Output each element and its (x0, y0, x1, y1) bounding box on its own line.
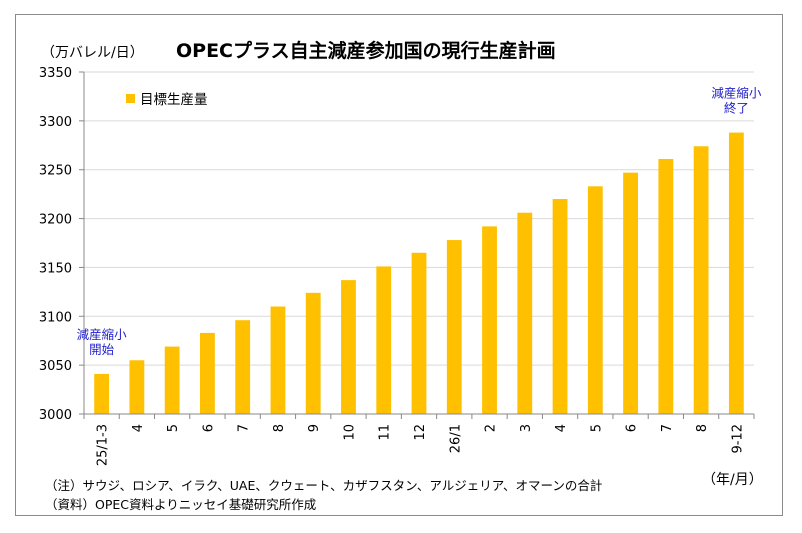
chart-frame (15, 14, 783, 516)
bar (517, 212, 533, 414)
y-tick-label: 3050 (39, 359, 72, 374)
bar (94, 373, 110, 414)
y-axis-unit-label: （万バレル/日） (41, 45, 144, 61)
y-tick-label: 3200 (39, 213, 72, 228)
bar (552, 199, 568, 414)
x-tick-label: 9-12 (730, 424, 745, 454)
annotation-label: 終了 (724, 101, 749, 116)
y-tick-label: 3000 (39, 408, 72, 423)
x-tick-label: 9 (307, 424, 322, 432)
y-axis-ticks: 3000 3050 3100 3150 3200 3250 3300 3350 (39, 66, 84, 423)
annotation-label: 減産縮小 (711, 86, 762, 101)
bar (728, 132, 744, 414)
x-tick-label: 8 (272, 424, 287, 432)
bar (200, 332, 215, 414)
bar (129, 360, 145, 414)
bar (693, 146, 709, 414)
annotation-label: 減産縮小 (77, 327, 128, 342)
bar (235, 320, 251, 414)
bar (341, 280, 356, 414)
annotation-label: 開始 (89, 342, 115, 357)
bar (376, 266, 392, 414)
x-tick-label: 8 (695, 424, 710, 432)
y-tick-label: 3150 (39, 261, 72, 276)
x-axis-unit-label: （年/月） (702, 472, 763, 488)
x-tick-label: 3 (519, 424, 534, 432)
x-axis-ticks: 25/1-3 4 5 6 7 8 9 10 11 12 26/1 2 3 4 5 6 7 8 9-12 (83, 414, 755, 466)
y-tick-label: 3300 (39, 115, 72, 130)
x-tick-label: 5 (166, 424, 181, 432)
bar (446, 240, 462, 414)
y-tick-label: 3250 (39, 164, 72, 179)
bar (411, 252, 427, 414)
x-tick-label: 4 (131, 424, 146, 432)
axes (83, 72, 754, 415)
bar (623, 172, 638, 414)
x-tick-label: 7 (660, 424, 675, 432)
bar (305, 292, 321, 414)
x-tick-label: 2 (484, 424, 499, 432)
bar (587, 186, 603, 414)
bar (270, 306, 286, 414)
x-tick-label: 10 (342, 424, 357, 441)
legend-label: 目標生産量 (140, 92, 208, 108)
x-tick-label: 25/1-3 (96, 424, 111, 466)
bar (658, 158, 674, 414)
bar-series (94, 132, 744, 414)
x-tick-label: 7 (237, 424, 252, 432)
bar (164, 346, 180, 414)
x-tick-label: 4 (554, 424, 569, 432)
y-tick-label: 3100 (39, 310, 72, 325)
bar (482, 226, 497, 414)
x-tick-label: 11 (378, 424, 393, 441)
legend-swatch (126, 94, 135, 103)
source-note: （資料）OPEC資料よりニッセイ基礎研究所作成 (45, 497, 317, 512)
x-tick-label: 5 (589, 424, 604, 432)
footnote: （注）サウジ、ロシア、イラク、UAE、クウェート、カザフスタン、アルジェリア、オ… (45, 478, 603, 493)
chart-title: OPECプラス自主減産参加国の現行生産計画 (176, 40, 556, 62)
x-tick-label: 12 (413, 424, 428, 441)
legend: 目標生産量 (126, 92, 208, 108)
x-tick-label: 6 (201, 424, 216, 432)
x-tick-label: 6 (625, 424, 640, 432)
y-tick-label: 3350 (39, 66, 72, 81)
x-tick-label: 26/1 (448, 424, 463, 453)
